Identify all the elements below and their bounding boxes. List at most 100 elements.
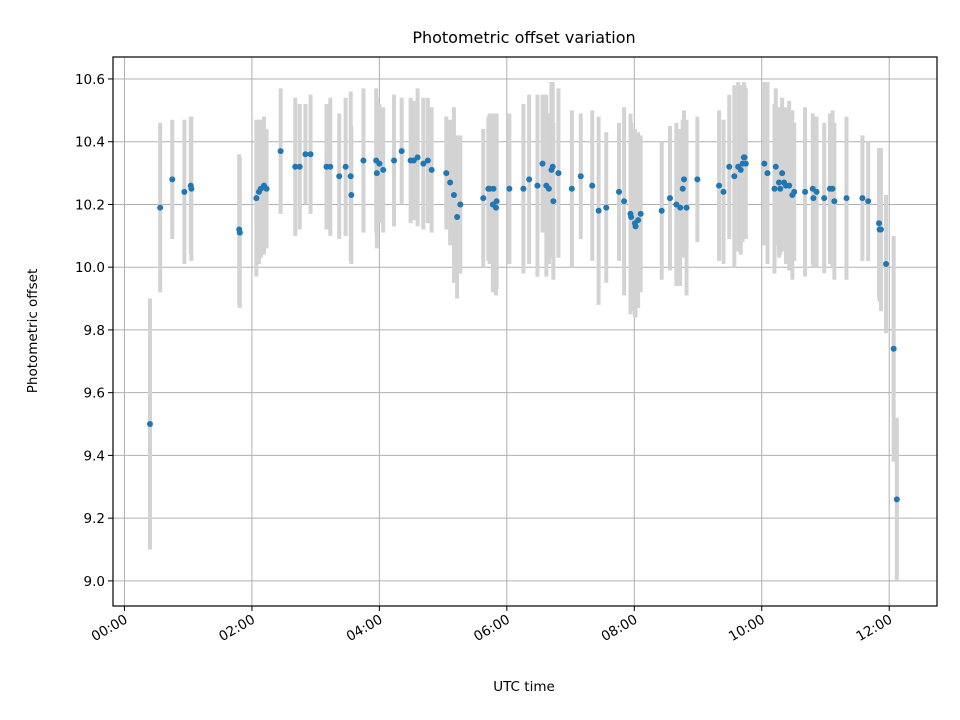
y-tick-label: 10.6 [75, 72, 105, 88]
data-point [450, 192, 457, 199]
data-point [327, 163, 334, 170]
data-point [726, 163, 733, 170]
data-point [589, 182, 596, 189]
data-point [737, 166, 744, 173]
data-point [890, 345, 897, 352]
data-point [348, 192, 355, 199]
data-point [526, 176, 533, 183]
data-point [810, 195, 817, 202]
data-point [775, 179, 782, 186]
data-point [490, 185, 497, 192]
data-point [169, 176, 176, 183]
data-point [772, 163, 779, 170]
data-point [493, 198, 500, 205]
data-point [454, 213, 461, 220]
data-point [263, 185, 270, 192]
y-tick-label: 10.0 [75, 260, 105, 276]
data-point [493, 204, 500, 211]
data-point [520, 185, 527, 192]
data-point [443, 170, 450, 177]
y-tick-label: 9.8 [84, 323, 105, 339]
data-point [865, 198, 872, 205]
data-point [506, 185, 513, 192]
y-tick-label: 9.4 [84, 448, 105, 464]
plot-frame [112, 56, 938, 607]
data-point [829, 185, 836, 192]
data-point [414, 154, 421, 161]
data-point [603, 204, 610, 211]
data-point [681, 176, 688, 183]
data-point [336, 173, 343, 180]
data-point [539, 160, 546, 167]
data-point [181, 188, 188, 195]
data-point [545, 185, 552, 192]
data-point [595, 207, 602, 214]
data-point [720, 188, 727, 195]
data-point [447, 179, 454, 186]
data-points [146, 148, 900, 503]
y-tick-label: 10.4 [75, 135, 105, 151]
data-point [480, 195, 487, 202]
x-axis-label: UTC time [493, 679, 555, 695]
data-point [791, 188, 798, 195]
data-point [694, 176, 701, 183]
data-point [742, 160, 749, 167]
data-point [380, 166, 387, 173]
data-point [628, 213, 635, 220]
data-point [424, 157, 431, 164]
data-point [761, 160, 768, 167]
data-point [307, 151, 314, 158]
y-axis-label: Photometric offset [25, 269, 41, 393]
data-point [555, 170, 562, 177]
data-point [813, 188, 820, 195]
data-point [771, 185, 778, 192]
data-point [831, 198, 838, 205]
data-point [302, 151, 309, 158]
data-point [764, 170, 771, 177]
data-point [549, 163, 556, 170]
data-point [877, 226, 884, 233]
data-point [741, 154, 748, 161]
data-point [398, 148, 405, 155]
data-point [373, 170, 380, 177]
data-point [253, 195, 260, 202]
data-point [779, 170, 786, 177]
data-point [716, 182, 723, 189]
data-point [360, 157, 367, 164]
data-point [786, 182, 793, 189]
data-point [843, 195, 850, 202]
data-point [679, 185, 686, 192]
data-point [821, 195, 828, 202]
data-point [420, 160, 427, 167]
data-point [157, 204, 164, 211]
data-point [615, 188, 622, 195]
data-point [666, 195, 673, 202]
y-tick-label: 9.6 [84, 386, 105, 402]
data-point [883, 261, 890, 268]
data-point [347, 173, 354, 180]
data-point [457, 201, 464, 208]
y-tick-label: 9.2 [84, 511, 105, 527]
data-point [391, 157, 398, 164]
data-point [731, 173, 738, 180]
data-point [342, 163, 349, 170]
y-axis-ticks: 9.0 9.2 9.4 9.6 9.8 10.0 10.2 10.4 10.6 [75, 72, 113, 590]
data-point [876, 220, 883, 227]
data-point [292, 163, 299, 170]
data-point [550, 198, 557, 205]
data-point [568, 185, 575, 192]
data-point [802, 188, 809, 195]
data-point [632, 223, 639, 230]
data-point [658, 207, 665, 214]
chart-title: Photometric offset variation [412, 28, 635, 47]
data-point [621, 198, 628, 205]
y-tick-label: 10.2 [75, 197, 105, 213]
data-point [893, 496, 900, 503]
data-point [296, 163, 303, 170]
data-point [635, 217, 642, 224]
data-point [376, 160, 383, 167]
data-point [677, 204, 684, 211]
y-tick-label: 9.0 [84, 574, 105, 590]
data-point [146, 421, 153, 428]
